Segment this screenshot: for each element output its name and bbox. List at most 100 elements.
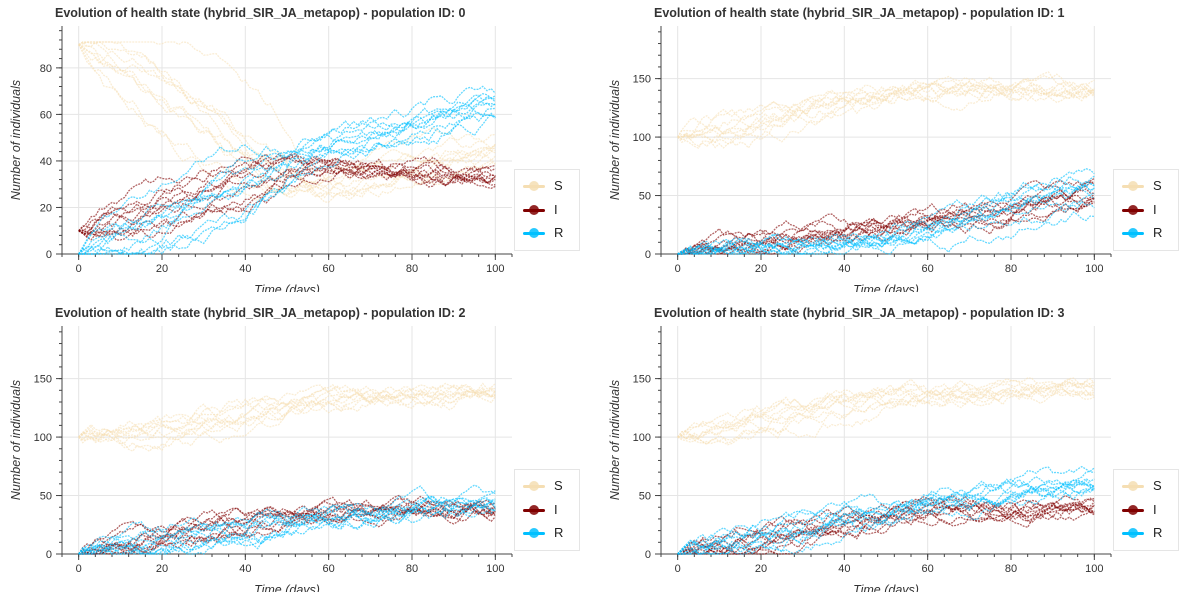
series-r-run [78,95,496,255]
x-tick-label: 20 [156,263,168,275]
y-tick-label: 60 [40,109,52,121]
series-r-run [677,211,1095,255]
x-tick-label: 20 [755,263,767,275]
legend-marker-s [1128,481,1138,491]
series-i-run [677,181,1095,255]
legend-label-i: I [554,502,558,517]
y-tick-label: 0 [645,549,651,561]
legend-item-r[interactable]: R [521,523,577,543]
legend-item-i[interactable]: I [1120,500,1176,520]
legend-marker-s [1128,181,1138,191]
series-i-run [677,496,1095,555]
series-s-run [78,391,496,452]
series-s-run [677,85,1095,145]
legend-marker-i [529,205,539,215]
series-i-run [677,501,1095,555]
x-tick-label: 40 [838,563,850,575]
y-tick-label: 150 [34,374,52,386]
y-tick-label: 50 [639,491,651,503]
series-s-run [78,382,496,439]
series-r-run [677,184,1095,255]
series-i-run [677,499,1095,555]
chart-panel-1: Evolution of health state (hybrid_SIR_JA… [599,0,1179,292]
series-s-run [677,387,1095,445]
x-axis-label: Time (days) [853,283,919,292]
legend-label-i: I [1153,502,1157,517]
y-tick-label: 150 [633,74,651,86]
plot-1: 0 20 40 60 80 100 0 50 100 150 Time (days) Number o… [608,26,1112,292]
series-r-run [78,500,496,555]
chart-title: Evolution of health state (hybrid_SIR_JA… [55,6,466,20]
series-s-run [677,79,1095,138]
series-s-run [78,41,496,203]
plot-2: 0 20 40 60 80 100 0 50 100 150 Time (days) Number o… [9,326,513,592]
legend: S I R [1113,469,1179,551]
series-s-run [677,377,1095,438]
x-tick-label: 60 [323,263,335,275]
y-tick-label: 40 [40,156,52,168]
legend-marker-s [529,181,539,191]
y-tick-label: 100 [633,132,651,144]
chart-title: Evolution of health state (hybrid_SIR_JA… [55,306,466,320]
series-r-run [78,495,496,555]
y-axis-label: Number of individuals [608,380,622,500]
series-r-run [677,477,1095,555]
legend-item-s[interactable]: S [521,176,577,196]
series-r-run [677,465,1095,555]
legend-marker-i [1128,205,1138,215]
legend-label-r: R [554,225,564,240]
series-s-run [78,384,496,439]
chart-title: Evolution of health state (hybrid_SIR_JA… [654,6,1065,20]
series-r-run [677,175,1095,255]
legend-label-i: I [1153,202,1157,217]
y-tick-label: 50 [40,491,52,503]
x-tick-label: 80 [1005,263,1017,275]
series-s-run [677,78,1095,150]
legend-item-s[interactable]: S [521,476,577,496]
series-r-run [78,85,496,255]
series-r-run [677,484,1095,555]
series-s-run [78,387,496,438]
legend-item-r[interactable]: R [1120,523,1176,543]
legend-item-s[interactable]: S [1120,476,1176,496]
series-r-run [78,92,496,255]
x-axis-label: Time (days) [254,283,320,292]
x-tick-label: 80 [1005,563,1017,575]
x-tick-label: 0 [675,563,681,575]
legend-item-r[interactable]: R [521,223,577,243]
series-r-run [677,478,1095,555]
x-tick-label: 0 [675,263,681,275]
plot-0: 0 20 40 60 80 100 0 20 40 60 80 Time (days) Number o… [9,26,513,292]
x-axis-label: Time (days) [254,583,320,592]
legend-label-r: R [1153,525,1163,540]
series-s-run [78,383,496,453]
series-r-run [78,484,496,555]
x-tick-label: 0 [76,563,82,575]
legend: S I R [514,169,580,251]
y-tick-label: 0 [46,249,52,261]
series-i-run [78,152,496,232]
x-tick-label: 100 [1085,563,1103,575]
y-axis-label: Number of individuals [9,80,23,200]
legend-label-r: R [1153,225,1163,240]
legend: S I R [1113,169,1179,251]
legend-label-i: I [554,202,558,217]
series-r-run [78,112,496,255]
legend-item-i[interactable]: I [1120,200,1176,220]
series-s-run [677,82,1095,149]
y-tick-label: 0 [46,549,52,561]
legend-item-s[interactable]: S [1120,176,1176,196]
x-axis-label: Time (days) [853,583,919,592]
legend-item-i[interactable]: I [521,500,577,520]
series-r-run [78,112,496,255]
chart-panel-2: Evolution of health state (hybrid_SIR_JA… [0,300,580,592]
series-s-run [78,41,496,191]
series-r-run [677,487,1095,555]
y-axis-label: Number of individuals [9,380,23,500]
legend-item-i[interactable]: I [521,200,577,220]
plot-3: 0 20 40 60 80 100 0 50 100 150 Time (days) Number o… [608,326,1112,592]
series-s-run [677,379,1095,445]
legend-item-r[interactable]: R [1120,223,1176,243]
y-tick-label: 150 [633,374,651,386]
series-s-run [677,73,1095,144]
